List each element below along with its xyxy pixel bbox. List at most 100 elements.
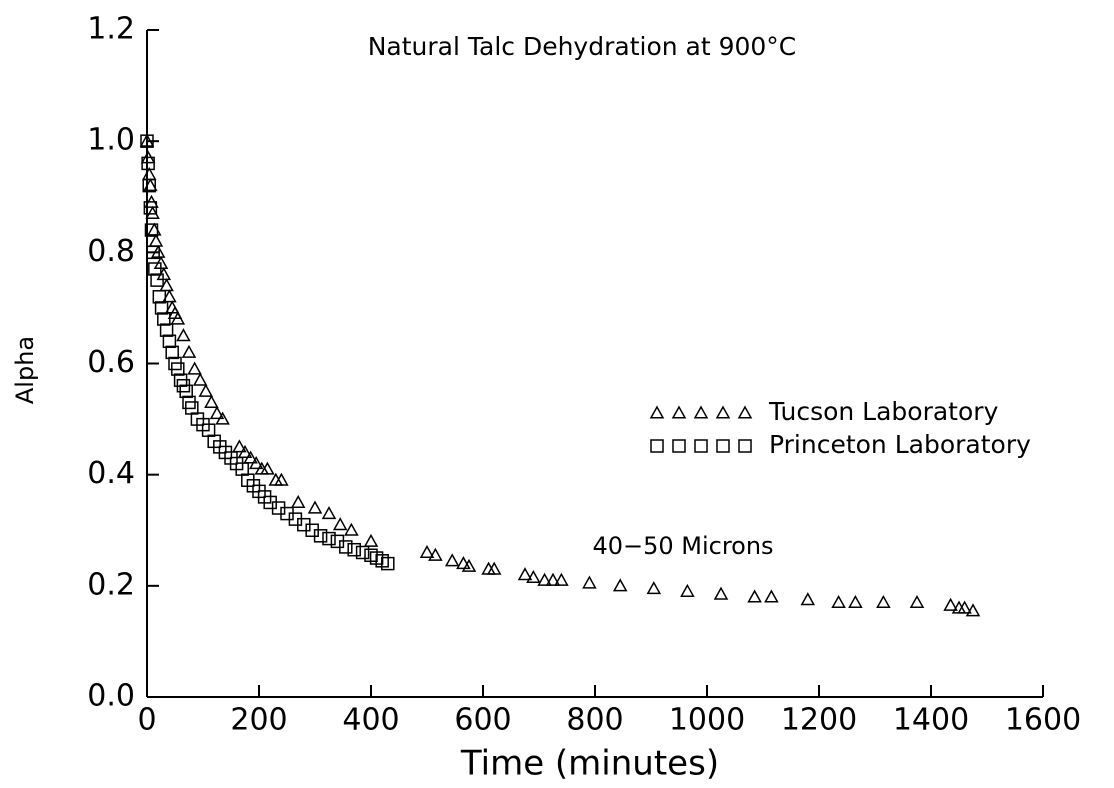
x-tick-label: 1600 <box>1005 703 1081 738</box>
y-tick-label: 0.6 <box>87 345 135 380</box>
data-point <box>145 205 160 219</box>
data-point <box>152 290 167 304</box>
data-point <box>157 312 171 326</box>
data-point <box>764 589 779 603</box>
data-point <box>171 362 185 376</box>
data-point <box>339 540 353 554</box>
data-point <box>545 572 561 586</box>
data-point <box>274 472 289 486</box>
data-point <box>146 245 160 260</box>
legend-marker <box>738 439 752 453</box>
data-point <box>181 344 197 358</box>
data-point <box>248 456 264 470</box>
y-tick-label: 0.4 <box>87 456 135 491</box>
data-point <box>747 589 762 603</box>
data-point <box>355 545 370 560</box>
x-tick-label: 1000 <box>669 703 745 738</box>
data-point <box>444 553 460 567</box>
legend-marker <box>672 439 686 453</box>
data-point <box>680 583 695 597</box>
data-point <box>198 383 214 397</box>
data-point <box>965 603 981 617</box>
x-tick-label: 800 <box>566 703 623 738</box>
x-tick-label: 0 <box>137 703 156 738</box>
legend-marker <box>694 439 708 453</box>
x-tick-label: 1400 <box>893 703 969 738</box>
data-point <box>187 361 202 375</box>
data-point <box>582 575 597 589</box>
data-point <box>909 594 925 609</box>
data-point <box>537 572 552 586</box>
data-point <box>461 558 477 572</box>
x-axis-label: Time (minutes) <box>460 744 719 784</box>
data-point <box>192 372 208 386</box>
data-point <box>143 178 158 192</box>
data-point <box>139 133 155 147</box>
legend-marker <box>649 405 665 419</box>
y-tick-label: 1.2 <box>87 12 135 47</box>
data-point <box>209 405 225 420</box>
data-point <box>159 323 174 337</box>
data-point <box>143 201 158 215</box>
data-point <box>179 384 193 399</box>
data-point <box>148 262 162 276</box>
data-point <box>204 394 219 408</box>
data-point <box>848 594 863 609</box>
y-axis-label: Alpha <box>11 336 39 404</box>
x-tick-label: 1200 <box>781 703 857 738</box>
data-point <box>260 461 275 475</box>
data-point <box>142 178 156 193</box>
data-point <box>313 529 328 543</box>
data-point <box>831 594 846 609</box>
x-tick-label: 600 <box>454 703 511 738</box>
data-point <box>419 544 435 559</box>
data-point <box>215 411 230 425</box>
data-point <box>800 592 816 606</box>
data-point <box>170 311 186 325</box>
data-point <box>646 581 662 595</box>
data-point <box>176 328 191 342</box>
y-tick-label: 0.0 <box>87 679 135 714</box>
data-point <box>713 586 729 600</box>
data-point <box>307 500 323 514</box>
data-point <box>526 569 541 584</box>
data-point <box>486 561 502 575</box>
legend-marker <box>650 439 664 453</box>
data-point <box>957 600 972 614</box>
legend-label: Princeton Laboratory <box>769 430 1031 459</box>
data-point <box>321 506 337 520</box>
data-point <box>876 594 891 609</box>
data-point <box>381 556 395 571</box>
data-point <box>290 494 306 509</box>
data-point <box>363 533 379 547</box>
data-point <box>144 223 159 237</box>
data-point <box>232 439 247 453</box>
data-point <box>612 578 628 592</box>
legend-marker <box>693 405 709 419</box>
chart-title: Natural Talc Dehydration at 900°C <box>368 32 797 61</box>
data-point <box>243 450 258 464</box>
data-point <box>456 556 471 570</box>
y-tick-label: 0.8 <box>87 234 135 269</box>
legend-marker <box>716 439 730 453</box>
y-tick-label: 1.0 <box>87 123 135 158</box>
data-point <box>332 517 348 531</box>
data-point <box>428 547 443 561</box>
data-point <box>141 156 155 171</box>
x-tick-label: 200 <box>230 703 287 738</box>
data-point <box>347 542 361 557</box>
data-point <box>165 345 179 360</box>
legend-marker <box>671 405 687 419</box>
data-point <box>322 531 336 546</box>
data-point <box>162 289 177 303</box>
data-point <box>140 134 154 148</box>
data-point <box>943 597 958 611</box>
data-point <box>344 522 359 536</box>
legend-label: Tucson Laboratory <box>768 397 999 426</box>
annotation: 40−50 Microns <box>592 532 773 560</box>
data-point <box>162 334 177 349</box>
data-point <box>154 301 169 315</box>
data-point <box>237 444 253 458</box>
data-point <box>150 244 166 258</box>
